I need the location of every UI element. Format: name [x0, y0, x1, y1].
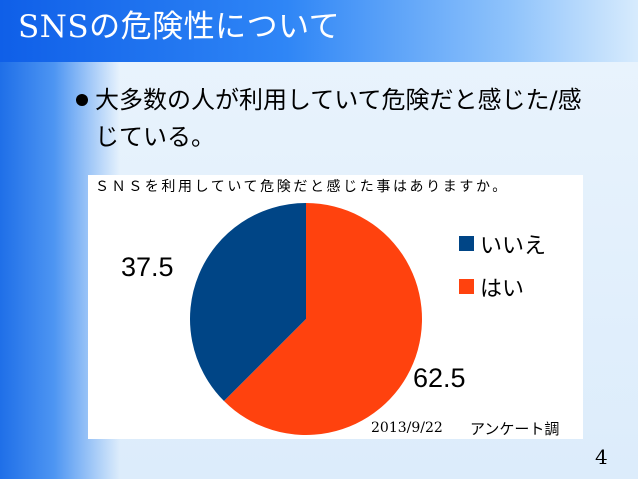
legend-swatch-no	[459, 236, 474, 251]
legend-swatch-yes	[459, 279, 474, 294]
data-label-yes: 62.5	[413, 363, 466, 393]
survey-label: アンケート調	[470, 420, 560, 438]
survey-date: 2013/9/22	[371, 420, 443, 436]
bullet-text: 大多数の人が利用していて危険だと感じた/感じている。	[95, 86, 582, 151]
bullet-icon	[76, 94, 88, 106]
data-label-no: 37.5	[121, 252, 174, 282]
pie-slice-yes	[223, 203, 422, 435]
page-number: 4	[595, 445, 608, 469]
pie-chart-svg: 62.5 37.5 いいえ はい	[121, 203, 546, 435]
slide-title: SNSの危険性について	[18, 9, 341, 45]
pie-chart: 62.5 37.5 いいえ はい ＳＮＳを利用していて危険だと感じた事はあります…	[88, 175, 583, 439]
chart-caption: ＳＮＳを利用していて危険だと感じた事はありますか。	[95, 179, 509, 195]
legend-label-no: いいえ	[480, 234, 546, 259]
legend-label-yes: はい	[480, 277, 524, 302]
pie-slice-no	[190, 203, 306, 402]
title-bar: SNSの危険性について	[0, 0, 638, 62]
